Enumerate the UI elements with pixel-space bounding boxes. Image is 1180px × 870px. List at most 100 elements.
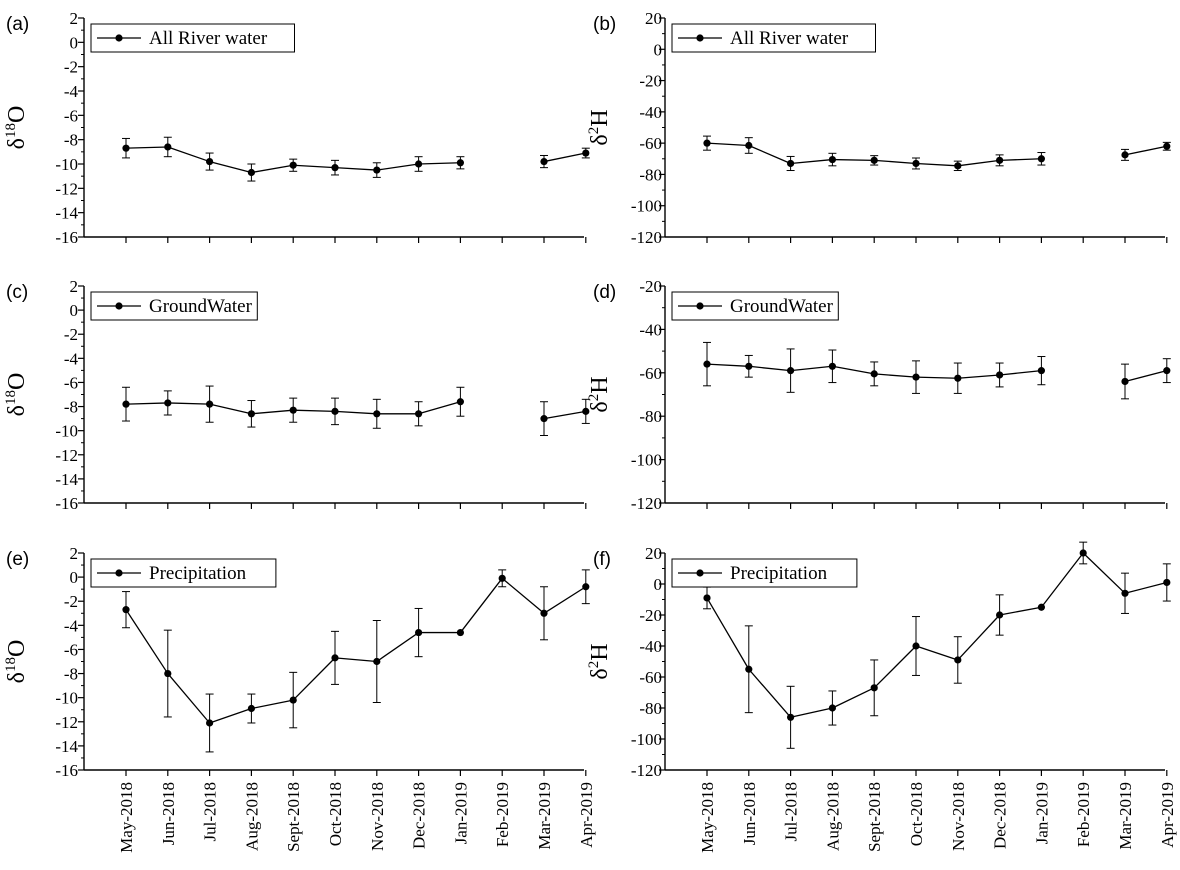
- x-tick-label: Feb-2019: [1074, 782, 1093, 847]
- panel-label: (c): [6, 282, 28, 303]
- data-point: [787, 713, 795, 721]
- series-line-segment: [957, 374, 1000, 379]
- data-point: [331, 654, 339, 662]
- y-tick-label: -6: [64, 106, 78, 125]
- data-point: [996, 371, 1004, 379]
- series-line-segment: [543, 152, 586, 163]
- data-point: [1079, 549, 1087, 557]
- panel-label: (e): [6, 549, 29, 570]
- series-line-segment: [1040, 552, 1084, 608]
- x-tick-label: Aug-2018: [823, 782, 842, 851]
- series-line-segment: [125, 402, 168, 405]
- y-tick-label: -120: [631, 228, 662, 247]
- series-line-segment: [209, 403, 252, 415]
- y-tick-label: 20: [645, 544, 662, 563]
- data-point: [1121, 151, 1129, 159]
- data-point: [828, 155, 837, 164]
- data-point: [373, 657, 381, 666]
- series-line-segment: [543, 410, 586, 420]
- y-tick-label: -40: [639, 103, 662, 122]
- y-tick-label: 0: [70, 568, 79, 587]
- series-line-segment: [293, 409, 336, 413]
- series-line-segment: [334, 657, 377, 663]
- data-point: [745, 141, 753, 150]
- series-line-segment: [543, 586, 587, 614]
- y-tick-label: -40: [639, 320, 662, 339]
- data-point: [996, 611, 1004, 619]
- series-line-segment: [167, 673, 211, 724]
- series-line-segment: [832, 687, 875, 709]
- series-line-segment: [334, 410, 377, 415]
- series-line-segment: [125, 609, 169, 674]
- data-point: [540, 157, 548, 166]
- y-tick-label: -80: [639, 165, 662, 184]
- y-tick-label: -4: [64, 349, 79, 368]
- series-line-segment: [706, 142, 749, 147]
- data-point: [247, 410, 255, 418]
- y-tick-label: -10: [55, 155, 78, 174]
- x-tick-label: May-2018: [698, 782, 717, 853]
- data-point: [164, 669, 172, 678]
- series-line-segment: [832, 158, 875, 161]
- y-tick-label: -2: [64, 592, 78, 611]
- series-line-segment: [999, 606, 1042, 616]
- series-line-segment: [706, 363, 749, 367]
- series-line-segment: [209, 160, 252, 174]
- x-tick-label: Jan-2019: [1032, 782, 1051, 844]
- data-point: [373, 410, 381, 418]
- y-tick-label: -6: [64, 373, 78, 392]
- y-tick-label: -12: [55, 713, 78, 732]
- series-line-segment: [790, 365, 833, 372]
- legend-label: Precipitation: [149, 563, 247, 584]
- series-line-segment: [706, 597, 750, 670]
- panel-label: (f): [593, 549, 611, 570]
- y-tick-label: -120: [631, 761, 662, 780]
- y-tick-label: -2: [64, 58, 78, 77]
- data-point: [540, 415, 548, 423]
- chart-panel-d: -20 -40 -60 -80 -100 -120 (d) δ2H GroundWater: [586, 277, 1171, 513]
- y-tick-label: 2: [70, 544, 79, 563]
- data-point: [582, 149, 590, 157]
- data-point: [415, 410, 423, 418]
- y-tick-label: -40: [639, 637, 662, 656]
- data-point: [122, 606, 130, 614]
- series-line-segment: [832, 365, 875, 375]
- y-tick-label: -12: [55, 179, 78, 198]
- series-line-segment: [501, 577, 545, 614]
- legend-marker: [696, 302, 704, 310]
- data-point: [703, 139, 711, 147]
- series-line-segment: [418, 162, 461, 165]
- y-tick-label: -14: [55, 470, 78, 489]
- y-tick-label: 0: [70, 33, 79, 52]
- x-tick-label: Mar-2019: [535, 782, 554, 850]
- panel-label: (b): [593, 14, 616, 35]
- y-tick-label: -10: [55, 422, 78, 441]
- series-line-segment: [292, 657, 336, 701]
- data-point: [703, 360, 711, 368]
- chart-panel-a: 2 0 -2 -4 -6 -8 -10 -12 -14 -16 (a) δ18O All River w…: [3, 9, 590, 247]
- data-point: [1163, 367, 1171, 375]
- data-point: [954, 656, 962, 664]
- series-line-segment: [167, 402, 210, 405]
- legend-marker: [115, 302, 123, 310]
- series-line-segment: [957, 159, 1000, 167]
- data-point: [1163, 142, 1171, 150]
- data-point: [373, 166, 381, 174]
- y-tick-label: -12: [55, 446, 78, 465]
- data-point: [498, 574, 506, 582]
- data-point: [745, 362, 753, 370]
- series-line-segment: [251, 699, 294, 710]
- data-point: [1121, 589, 1129, 597]
- y-tick-label: -60: [639, 364, 662, 383]
- y-tick-label: 0: [654, 575, 663, 594]
- y-tick-label: -20: [639, 277, 662, 296]
- data-point: [415, 628, 423, 637]
- series-line-segment: [418, 401, 461, 415]
- data-point: [206, 400, 214, 408]
- data-point: [1037, 155, 1045, 163]
- data-point: [1037, 603, 1045, 611]
- data-point: [870, 684, 878, 692]
- series-line-segment: [1124, 370, 1167, 383]
- data-point: [954, 162, 962, 170]
- series-line-segment: [459, 577, 503, 633]
